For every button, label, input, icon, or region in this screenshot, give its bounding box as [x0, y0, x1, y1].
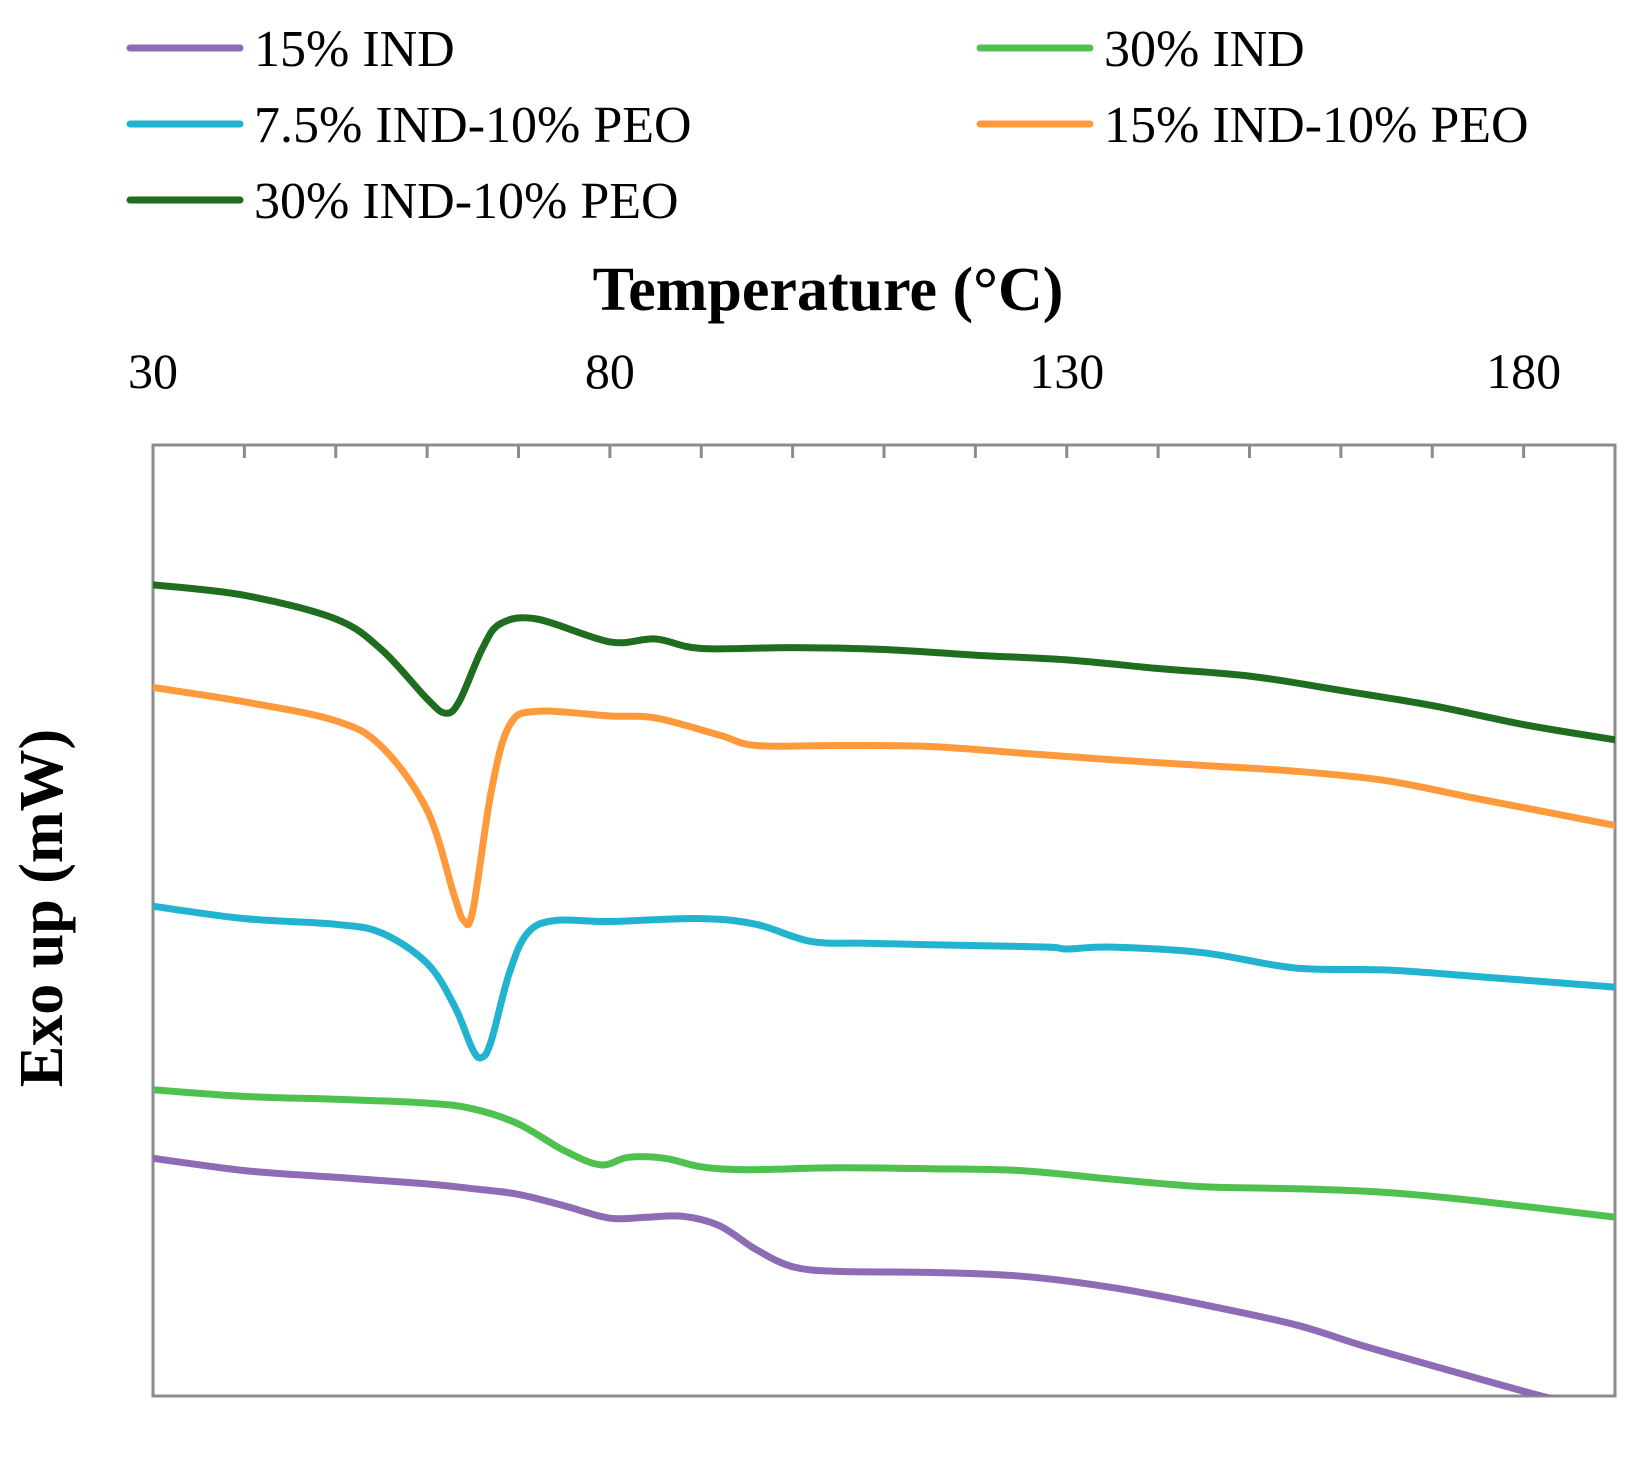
x-axis-tick-labels: 30 80 130 180	[128, 343, 1561, 399]
x-axis-title: Temperature (°C)	[593, 256, 1064, 324]
legend-label: 15% IND-10% PEO	[1104, 97, 1529, 154]
y-axis-title: Exo up (mW)	[8, 729, 76, 1087]
x-tick-label: 180	[1486, 343, 1561, 399]
plot-area	[151, 443, 1617, 1398]
plot-frame	[151, 443, 1617, 1398]
legend-item-30-ind: 30% IND	[976, 21, 1305, 78]
series-line-7-5-ind-10-peo	[153, 902, 1615, 1062]
legend-label: 30% IND	[1104, 21, 1305, 78]
legend-item-30-ind-10-peo: 30% IND-10% PEO	[126, 173, 679, 230]
x-tick-label: 30	[128, 343, 178, 399]
series-line-30-ind-10-peo	[153, 581, 1615, 744]
legend: 15% IND 30% IND 7.5% IND-10% PEO 15% IND-10…	[126, 21, 1529, 230]
x-tick-label: 130	[1029, 343, 1104, 399]
x-tick-label: 80	[585, 343, 635, 399]
legend-label: 15% IND	[254, 21, 455, 78]
legend-label: 30% IND-10% PEO	[254, 173, 679, 230]
legend-label: 7.5% IND-10% PEO	[254, 97, 692, 154]
legend-item-15-ind: 15% IND	[126, 21, 455, 78]
series-line-15-ind-10-peo	[153, 684, 1615, 929]
x-axis-ticks	[242, 445, 1526, 458]
series-line-15-ind	[153, 1154, 1556, 1396]
legend-item-15-ind-10-peo: 15% IND-10% PEO	[976, 97, 1529, 154]
series-lines	[153, 581, 1615, 1396]
legend-item-7-5-ind-10-peo: 7.5% IND-10% PEO	[126, 97, 692, 154]
series-line-30-ind	[153, 1086, 1615, 1221]
